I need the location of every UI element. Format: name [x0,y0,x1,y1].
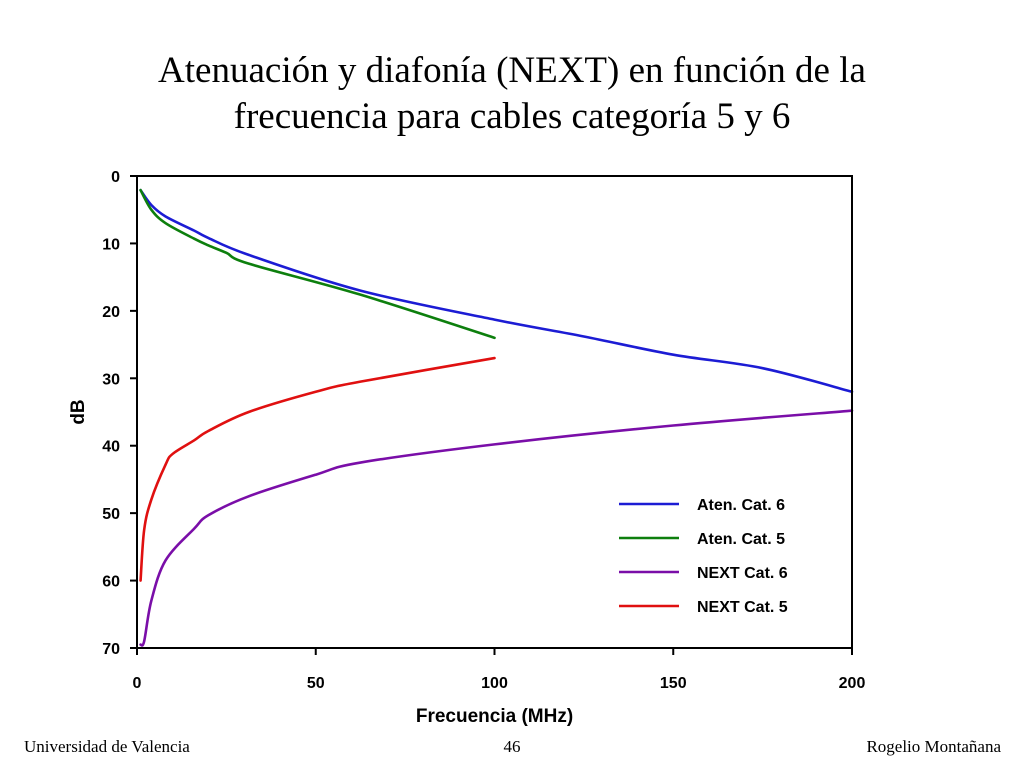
footer-page-number: 46 [503,737,521,756]
series-layer [139,188,854,647]
legend-label-1: Aten. Cat. 6 [697,497,785,514]
series-line-2 [139,188,496,340]
x-tick-label: 200 [839,675,866,692]
x-tick-label: 0 [133,675,142,692]
y-tick-label: 30 [102,371,120,388]
x-tick-label: 150 [660,675,687,692]
chart-title: Atenuación y diafonía (NEXT) en función … [0,48,1024,140]
y-tick-label: 0 [111,169,120,186]
footer-author: Rogelio Montañana [866,737,1001,756]
series-line-3 [139,409,854,647]
x-axis-title: Frecuencia (MHz) [416,706,573,727]
y-tick-label: 10 [102,236,120,253]
legend-label-2: Aten. Cat. 5 [697,531,785,548]
x-tick-label: 50 [307,675,325,692]
series-line-1 [139,188,854,394]
y-tick-label: 60 [102,574,120,591]
y-axis-title: dB [68,399,89,424]
y-tick-label: 20 [102,304,120,321]
footer-institution: Universidad de Valencia [24,737,190,756]
y-tick-label: 70 [102,641,120,658]
series-line-4 [139,356,496,582]
y-tick-label: 40 [102,439,120,456]
legend: Aten. Cat. 6 Aten. Cat. 5 NEXT Cat. 6 NEXT … [619,497,788,616]
chart-title-line-1: Atenuación y diafonía (NEXT) en función … [158,50,866,91]
y-tick-label: 50 [102,506,120,523]
x-tick-label: 100 [481,675,508,692]
legend-label-4: NEXT Cat. 5 [697,599,788,616]
ticks-layer: 0 50 100 150 200 0 10 20 30 40 50 60 70 [102,169,865,692]
legend-label-3: NEXT Cat. 6 [697,565,788,582]
chart-title-line-2: frecuencia para cables categoría 5 y 6 [233,96,791,137]
